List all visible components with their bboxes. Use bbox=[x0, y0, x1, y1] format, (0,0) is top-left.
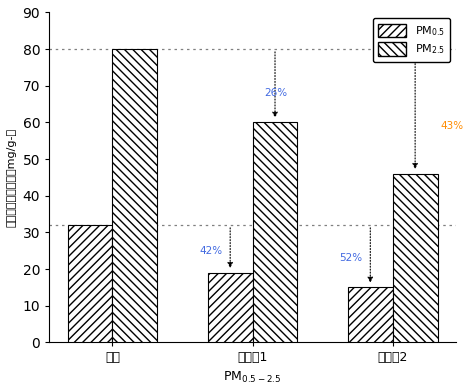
Bar bbox=[253, 122, 297, 342]
Text: 43%: 43% bbox=[440, 121, 464, 131]
Text: 26%: 26% bbox=[264, 88, 287, 98]
Text: 52%: 52% bbox=[339, 253, 362, 263]
Bar bbox=[67, 225, 112, 342]
Legend: PM$_{0.5}$, PM$_{2.5}$: PM$_{0.5}$, PM$_{2.5}$ bbox=[372, 18, 450, 62]
Bar bbox=[393, 174, 438, 342]
Bar bbox=[112, 49, 157, 342]
Bar bbox=[348, 287, 393, 342]
Text: 42%: 42% bbox=[199, 246, 222, 256]
X-axis label: PM$_{0.5-2.5}$: PM$_{0.5-2.5}$ bbox=[223, 370, 282, 385]
Bar bbox=[208, 273, 253, 342]
Y-axis label: 细飗粒物的生成量，mg/g-煎: 细飗粒物的生成量，mg/g-煎 bbox=[7, 128, 17, 227]
